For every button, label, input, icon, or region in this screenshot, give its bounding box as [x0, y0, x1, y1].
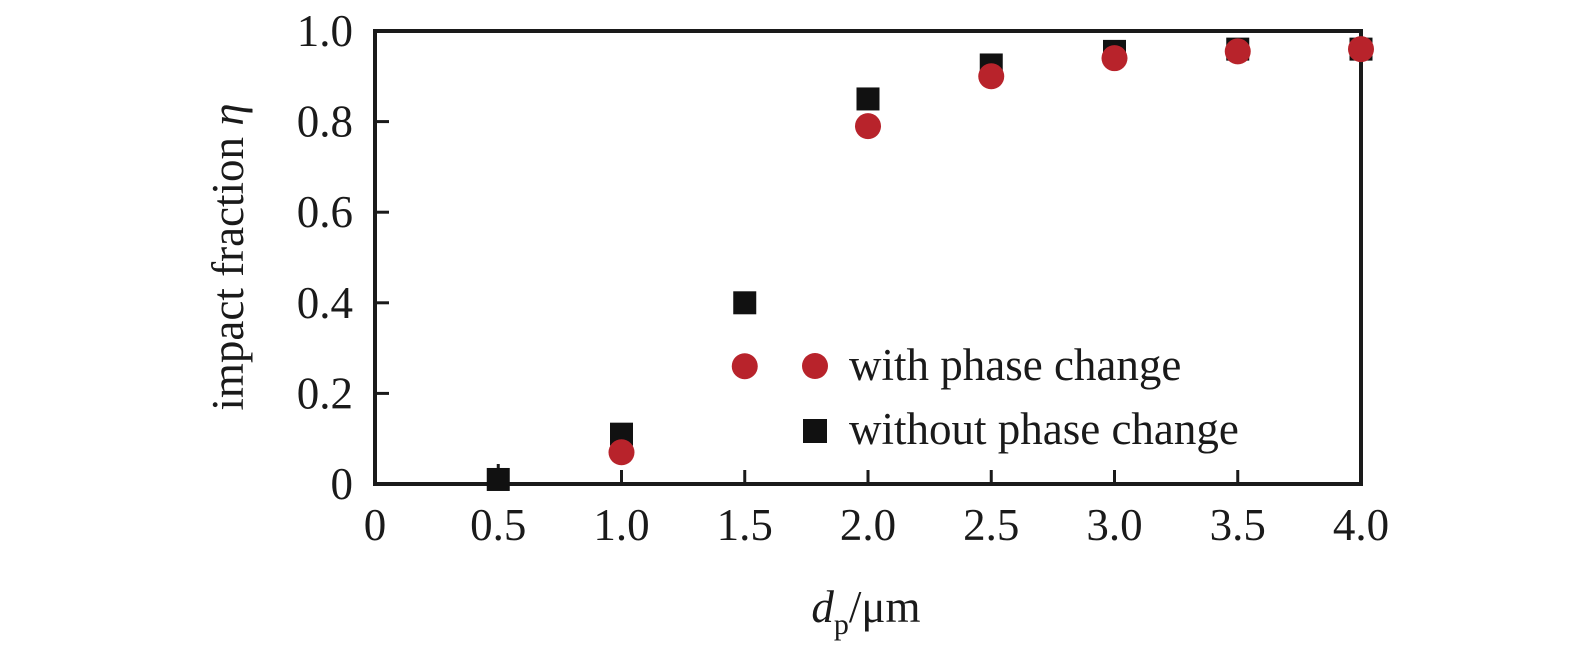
legend-label: without phase change	[849, 404, 1239, 454]
circle-marker-icon	[608, 439, 635, 466]
x-tick-label: 1.5	[717, 500, 773, 550]
y-axis-tick-labels: 0 0.2 0.4 0.6 0.8 1.0	[297, 6, 353, 509]
series-with-phase-change	[608, 36, 1374, 466]
x-axis-title-unit: /μm	[849, 582, 921, 632]
circle-marker-icon	[1101, 45, 1128, 72]
x-tick-label: 3.5	[1210, 500, 1266, 550]
y-axis-title-symbol: η	[203, 103, 253, 125]
square-marker-icon	[733, 291, 757, 315]
x-axis-tick-labels: 0 0.5 1.0 1.5 2.0 2.5 3.0 3.5 4.0	[364, 500, 1389, 550]
x-tick-label: 2.5	[963, 500, 1019, 550]
y-tick-label: 0.2	[297, 368, 353, 418]
circle-marker-icon	[855, 113, 881, 140]
x-axis-title: dp/μm	[811, 582, 920, 641]
circle-marker-icon	[1224, 38, 1251, 65]
square-marker-icon	[803, 419, 827, 443]
x-axis-title-variable: d	[811, 582, 834, 632]
circle-marker-icon	[802, 353, 828, 379]
legend-label: with phase change	[849, 340, 1181, 390]
y-tick-label: 0	[331, 459, 354, 509]
square-marker-icon	[486, 467, 510, 491]
y-tick-label: 0.4	[297, 278, 353, 328]
x-tick-label: 0	[364, 500, 387, 550]
y-axis-title: impact fraction η	[203, 103, 253, 410]
circle-marker-icon	[978, 63, 1005, 90]
square-marker-icon	[856, 87, 880, 111]
y-tick-label: 0.6	[297, 187, 353, 237]
y-axis-title-text: impact fraction	[203, 126, 253, 411]
x-tick-label: 0.5	[470, 500, 526, 550]
x-tick-label: 2.0	[840, 500, 896, 550]
circle-marker-icon	[731, 353, 758, 380]
x-axis-title-subscript: p	[834, 608, 849, 641]
y-axis-ticks	[375, 120, 389, 395]
circle-marker-icon	[1348, 36, 1374, 63]
x-axis-ticks	[496, 464, 1363, 484]
y-tick-label: 1.0	[297, 6, 353, 56]
legend: with phase change without phase change	[802, 340, 1239, 454]
data-series	[486, 36, 1374, 491]
x-tick-label: 1.0	[593, 500, 649, 550]
legend-item-without-phase-change: without phase change	[803, 404, 1239, 454]
x-tick-label: 3.0	[1086, 500, 1142, 550]
legend-item-with-phase-change: with phase change	[802, 340, 1181, 390]
square-marker-icon	[610, 422, 633, 446]
y-tick-label: 0.8	[297, 97, 353, 147]
x-tick-label: 4.0	[1333, 500, 1389, 550]
